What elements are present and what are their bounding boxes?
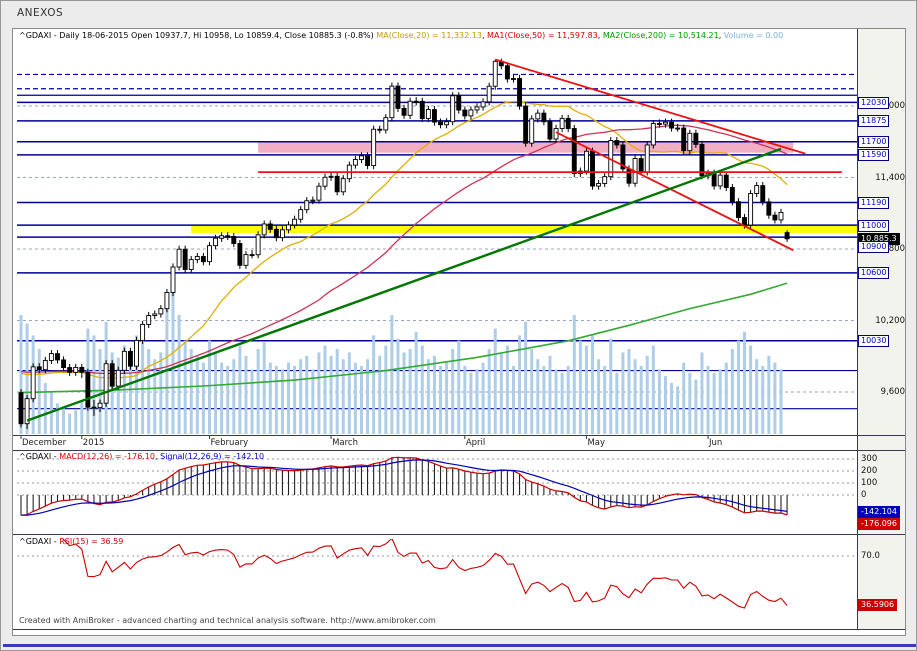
rsi-panel-separator (13, 534, 905, 535)
level-label: 12030 (858, 96, 890, 109)
title-segment: , (718, 31, 724, 40)
title-segment: Signal(12,26,9) = -142.10 (160, 452, 265, 461)
price-axis-label: 12,000 (875, 101, 905, 111)
level-label: 11875 (858, 115, 890, 128)
macd-axis-label: 100 (861, 478, 878, 488)
date-axis-label: April (465, 438, 486, 448)
level-label: 11590 (858, 149, 890, 162)
title-segment: , (481, 31, 488, 40)
title-segment: ^GDAXI - (19, 452, 60, 461)
level-label: 10600 (858, 267, 890, 280)
date-axis-label: March (332, 438, 358, 448)
title-segment: , (155, 452, 161, 461)
title-segment: ^GDAXI - (19, 537, 60, 546)
price-axis-label: 9,600 (880, 387, 905, 397)
price-panel-title: ^GDAXI - Daily 18-06-2015 Open 10937.7, … (19, 31, 783, 40)
bottom-accent-bar (3, 644, 916, 647)
title-segment: , (597, 31, 603, 40)
title-segment: ^GDAXI - Daily 18-06-2015 Open 10937.7, … (19, 31, 377, 40)
level-label: 10030 (858, 335, 890, 348)
date-axis-label: February (210, 438, 249, 448)
title-segment: MA2(Close,200) = 10,514.21 (602, 31, 719, 40)
price-axis-label: 10,800 (875, 244, 905, 254)
price-axis-label: 11,400 (875, 172, 905, 183)
signal-value-box: -142.104 (858, 506, 900, 518)
macd-value-box: -176.096 (858, 518, 900, 530)
rsi-axis-label: 70.0 (861, 551, 880, 561)
title-segment: MA(Close,20) = 11,332.13 (376, 31, 482, 40)
date-axis-line (13, 435, 905, 436)
date-axis-label: Jun (709, 438, 723, 448)
macd-panel-separator (13, 450, 905, 451)
rsi-panel-title: ^GDAXI - RSI(15) = 36.59 (19, 537, 123, 546)
title-segment: Volume = 0.00 (723, 31, 784, 40)
date-axis-label: May (587, 438, 606, 448)
title-segment: MA1(Close,50) = 11,597.83 (487, 31, 598, 40)
macd-panel-title: ^GDAXI - MACD(12,26) = -176.10, Signal(1… (19, 452, 264, 461)
macd-axis-label: 200 (861, 466, 878, 476)
date-axis-label: 2015 (82, 438, 105, 448)
rsi-value-box: 36.5906 (858, 599, 898, 612)
macd-axis-label: 0 (861, 490, 867, 500)
page-title: ANEXOS (17, 7, 64, 19)
bottom-separator (13, 629, 905, 630)
level-label: 11190 (858, 197, 890, 210)
axis-separator (857, 29, 858, 629)
level-label: 11000 (858, 219, 890, 232)
level-label: 10900 (858, 240, 890, 253)
footer-credit: Created with AmiBroker - advanced charti… (19, 616, 436, 625)
level-label: 11700 (858, 136, 890, 149)
macd-axis-label: 300 (861, 454, 878, 464)
date-axis-label: December (22, 438, 67, 448)
title-segment: RSI(15) = 36.59 (59, 537, 124, 546)
price-axis-label: 10,200 (875, 315, 905, 326)
title-segment: MACD(12,26) = -176.10 (59, 452, 156, 461)
